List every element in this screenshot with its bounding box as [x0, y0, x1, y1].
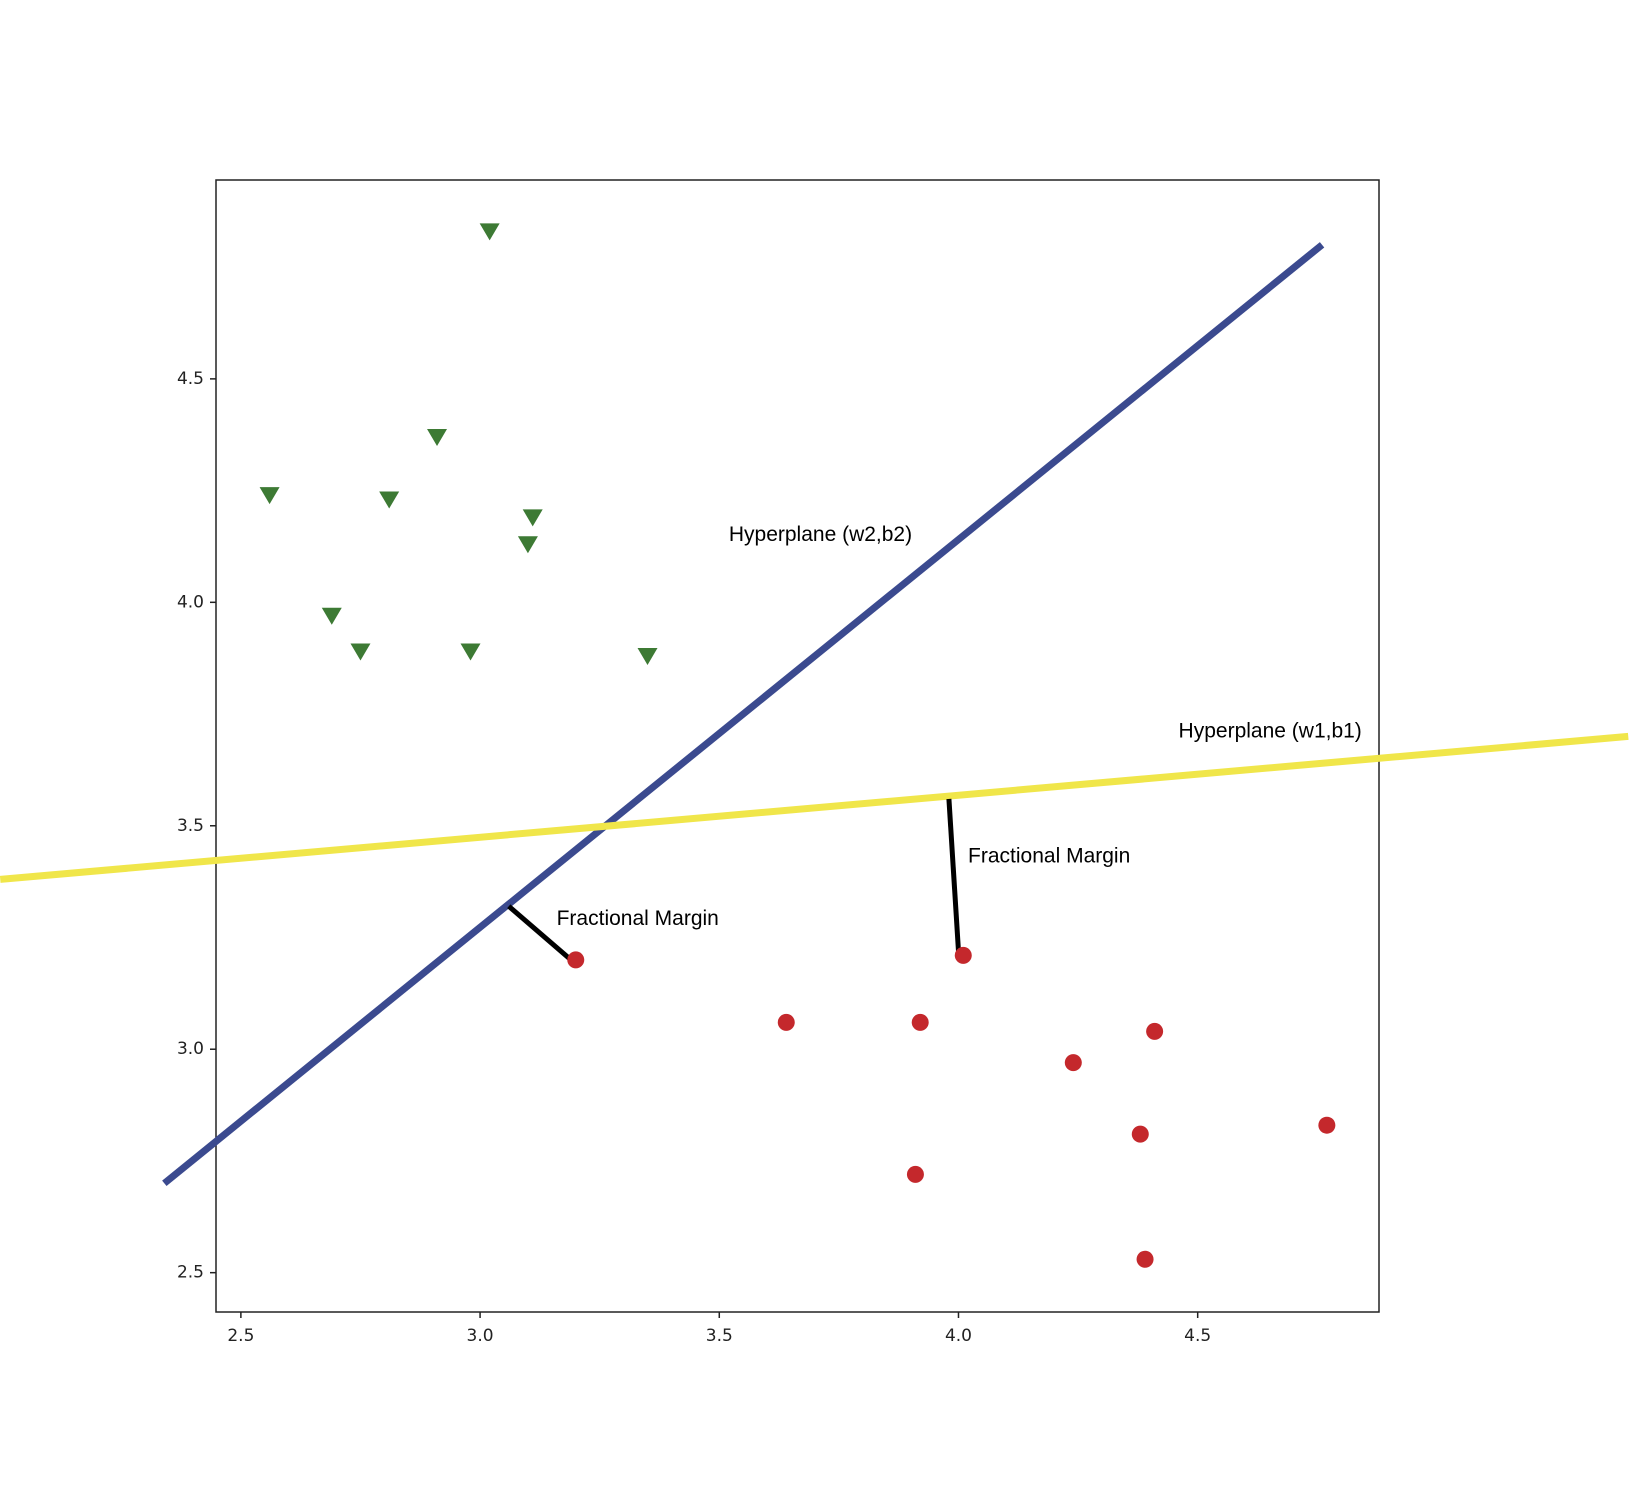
line [946, 798, 961, 952]
x-tick-label: 4.0 [945, 1326, 972, 1346]
y-tick-label: 3.5 [177, 816, 204, 836]
circle-marker [911, 1013, 929, 1031]
triangle-marker [517, 536, 538, 554]
x-tick-label: 4.5 [1184, 1326, 1211, 1346]
annotation: Hyperplane (w1,b1) [1179, 719, 1362, 742]
circle-marker [906, 1165, 924, 1183]
annotation: Fractional Margin [557, 907, 719, 930]
x-tick-label: 3.5 [706, 1326, 733, 1346]
line [162, 242, 1325, 1187]
circle-marker [1146, 1022, 1164, 1040]
triangle-marker [479, 223, 500, 241]
triangle-marker [350, 643, 371, 661]
triangle-marker [259, 487, 280, 505]
x-tick-label: 3.0 [467, 1326, 494, 1346]
triangle-marker [321, 607, 342, 625]
annotation: Hyperplane (w2,b2) [729, 523, 912, 546]
y-tick-label: 4.5 [177, 369, 204, 389]
plot-frame [215, 179, 1380, 1313]
triangle-marker [637, 647, 658, 665]
circle-marker [1136, 1250, 1154, 1268]
triangle-marker [460, 643, 481, 661]
triangle-marker [522, 509, 543, 527]
triangle-marker [427, 428, 448, 446]
line [0, 732, 1629, 883]
x-tick-label: 2.5 [227, 1326, 254, 1346]
circle-marker [567, 951, 585, 969]
circle-marker [777, 1013, 795, 1031]
y-tick-label: 3.0 [177, 1039, 204, 1059]
annotation: Fractional Margin [968, 845, 1130, 868]
circle-marker [1318, 1116, 1336, 1134]
line [507, 904, 573, 962]
circle-marker [1131, 1125, 1149, 1143]
triangle-marker [379, 491, 400, 509]
circle-marker [954, 946, 972, 964]
circle-marker [1064, 1054, 1082, 1072]
y-tick-label: 2.5 [177, 1263, 204, 1283]
y-tick-label: 4.0 [177, 592, 204, 612]
